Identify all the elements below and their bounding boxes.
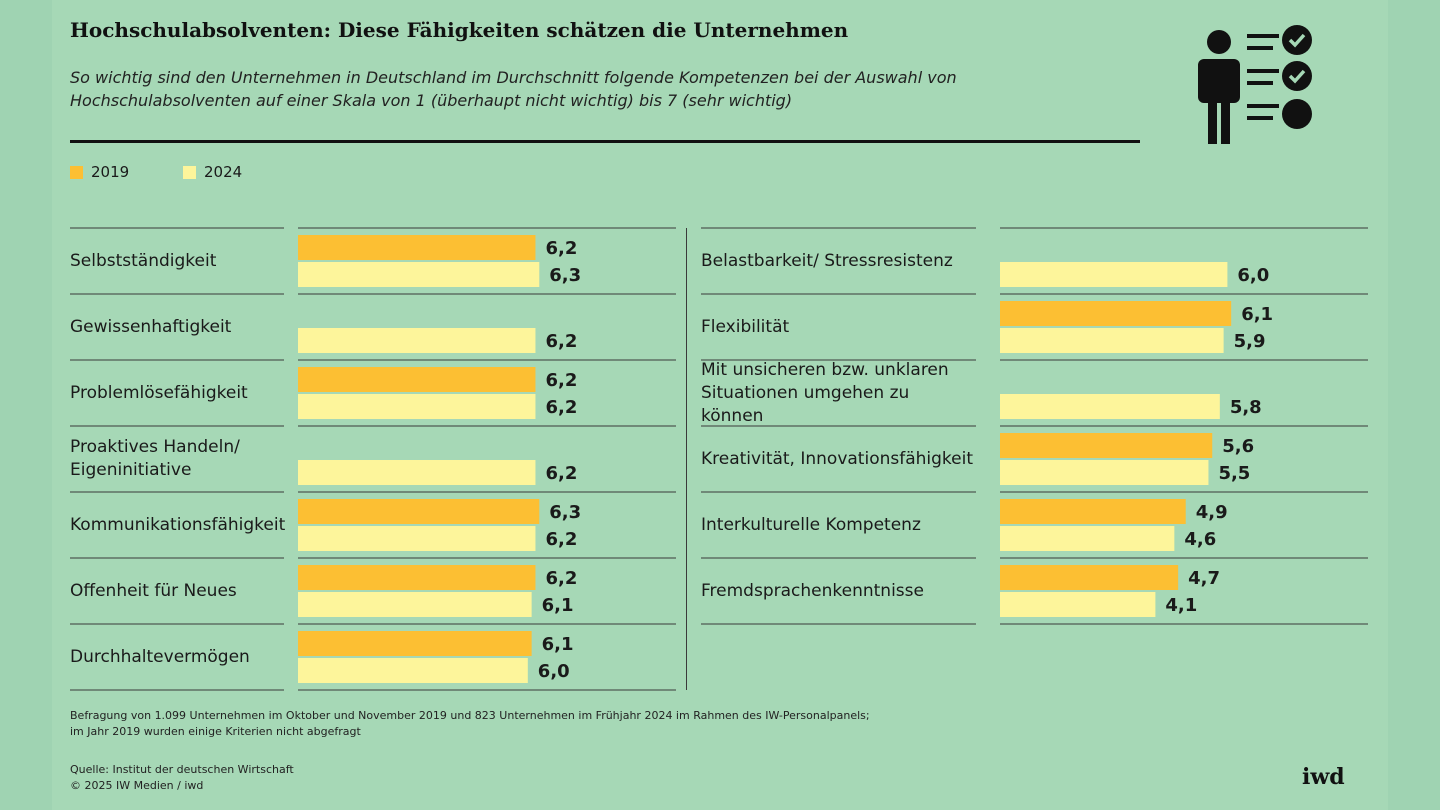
legend-label-2024: 2024 [204,163,243,181]
footnote-line-2: im Jahr 2019 wurden einige Kriterien nic… [70,725,361,738]
category-label-mit-unsicheren-bzw-unklaren-situationen-umgehen-zu-können: Mit unsicheren bzw. unklaren Situationen… [701,359,949,426]
value-label-2024-gewissenhaftigkeit: 6,2 [545,331,577,352]
legend-swatch-2024 [183,165,196,179]
value-label-2019-kreativität-innovationsfähigkeit: 5,6 [1222,436,1254,457]
category-label-gewissenhaftigkeit: Gewissenhaftigkeit [70,316,232,337]
category-label-proaktives-handeln-eigeninitiative: Proaktives Handeln/ Eigeninitiative [70,437,240,480]
bar-2019-fremdsprachenkenntnisse [1000,565,1179,590]
bar-2024-fremdsprachenkenntnisse [1000,592,1156,617]
footnote-line-1: Befragung von 1.099 Unternehmen im Oktob… [70,709,870,722]
bar-2024-durchhaltevermögen [298,658,528,683]
bar-2024-offenheit-für-neues [298,592,532,617]
bar-2019-durchhaltevermögen [298,631,532,656]
bar-2024-belastbarkeit-stressresistenz [1000,262,1228,287]
legend-swatch-2019 [70,165,83,179]
category-label-offenheit-für-neues: Offenheit für Neues [70,580,237,601]
value-label-2019-offenheit-für-neues: 6,2 [545,568,577,589]
bar-2019-flexibilität [1000,301,1232,326]
bar-2024-mit-unsicheren-bzw-unklaren-situationen-umgehen-zu-können [1000,394,1220,419]
bar-2019-offenheit-für-neues [298,565,536,590]
value-label-2024-fremdsprachenkenntnisse: 4,1 [1165,595,1197,616]
column-separator [686,228,687,690]
value-label-2024-kreativität-innovationsfähigkeit: 5,5 [1218,463,1250,484]
value-label-2024-interkulturelle-kompetenz: 4,6 [1184,529,1216,550]
category-label-problemlösefähigkeit: Problemlösefähigkeit [70,382,248,403]
value-label-2024-flexibilität: 5,9 [1234,331,1266,352]
value-label-2024-durchhaltevermögen: 6,0 [538,661,570,682]
category-label-selbstständigkeit: Selbstständigkeit [70,250,217,271]
value-label-2024-mit-unsicheren-bzw-unklaren-situationen-umgehen-zu-können: 5,8 [1230,397,1262,418]
source-line-2: © 2025 IW Medien / iwd [70,779,204,792]
category-label-durchhaltevermögen: Durchhaltevermögen [70,646,250,667]
value-label-2019-problemlösefähigkeit: 6,2 [545,370,577,391]
person-checklist-icon [1198,25,1312,144]
value-label-2024-belastbarkeit-stressresistenz: 6,0 [1237,265,1269,286]
value-label-2024-proaktives-handeln-eigeninitiative: 6,2 [545,463,577,484]
chart-title: Hochschulabsolventen: Diese Fähigkeiten … [70,18,849,42]
legend-item-2019: 2019 [70,163,129,181]
iwd-logo: iwd [1302,764,1345,790]
category-label-kreativität-innovationsfähigkeit: Kreativität, Innovationsfähigkeit [701,448,974,469]
value-label-2024-selbstständigkeit: 6,3 [549,265,581,286]
title-rule [70,140,1140,143]
bar-2024-problemlösefähigkeit [298,394,536,419]
bar-2024-kommunikationsfähigkeit [298,526,536,551]
bar-2024-kreativität-innovationsfähigkeit [1000,460,1209,485]
category-label-belastbarkeit-stressresistenz: Belastbarkeit/ Stressresistenz [701,250,953,271]
category-label-interkulturelle-kompetenz: Interkulturelle Kompetenz [701,514,921,535]
bar-2019-selbstständigkeit [298,235,536,260]
value-label-2024-problemlösefähigkeit: 6,2 [545,397,577,418]
bar-2024-selbstständigkeit [298,262,540,287]
value-label-2019-flexibilität: 6,1 [1241,304,1273,325]
bar-2024-proaktives-handeln-eigeninitiative [298,460,536,485]
category-label-flexibilität: Flexibilität [701,316,790,337]
chart-subtitle: So wichtig sind den Unternehmen in Deuts… [70,68,957,110]
bar-2019-kreativität-innovationsfähigkeit [1000,433,1213,458]
bar-2019-kommunikationsfähigkeit [298,499,540,524]
value-label-2019-durchhaltevermögen: 6,1 [542,634,574,655]
value-label-2019-interkulturelle-kompetenz: 4,9 [1196,502,1228,523]
value-label-2024-offenheit-für-neues: 6,1 [542,595,574,616]
value-label-2019-selbstständigkeit: 6,2 [545,238,577,259]
bar-2019-problemlösefähigkeit [298,367,536,392]
bar-2024-flexibilität [1000,328,1224,353]
bar-2019-interkulturelle-kompetenz [1000,499,1186,524]
value-label-2019-fremdsprachenkenntnisse: 4,7 [1188,568,1220,589]
value-label-2019-kommunikationsfähigkeit: 6,3 [549,502,581,523]
source-line-1: Quelle: Institut der deutschen Wirtschaf… [70,763,294,776]
category-label-kommunikationsfähigkeit: Kommunikationsfähigkeit [70,514,286,535]
value-label-2024-kommunikationsfähigkeit: 6,2 [545,529,577,550]
legend-item-2024: 2024 [183,163,242,181]
category-label-fremdsprachenkenntnisse: Fremdsprachenkenntnisse [701,580,924,601]
bar-2024-interkulturelle-kompetenz [1000,526,1175,551]
bar-2024-gewissenhaftigkeit [298,328,536,353]
legend-label-2019: 2019 [91,163,130,181]
